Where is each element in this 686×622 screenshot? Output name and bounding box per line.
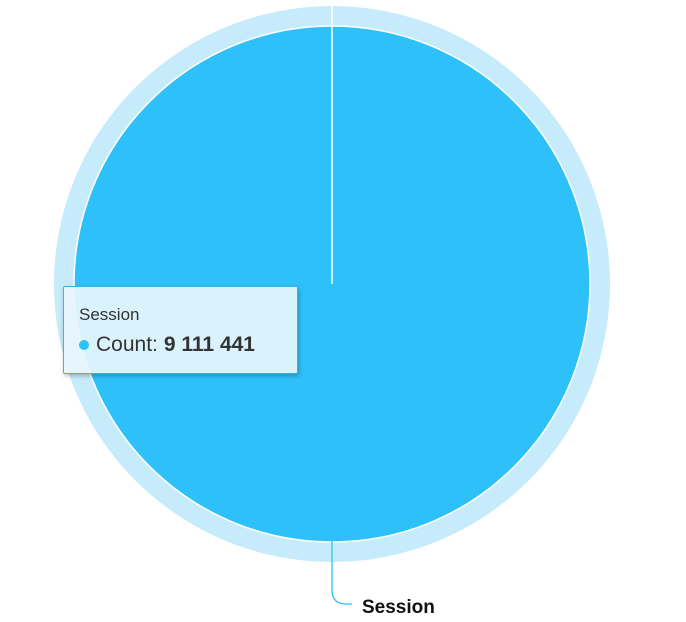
series-dot-icon bbox=[79, 340, 89, 350]
tooltip: Session Count: 9 111 441 bbox=[63, 286, 298, 374]
data-label-session: Session bbox=[362, 597, 435, 618]
tooltip-title: Session bbox=[79, 305, 140, 324]
tooltip-value: 9 111 441 bbox=[163, 333, 255, 356]
data-label-connector bbox=[331, 540, 352, 605]
tooltip-row: Count: 9 111 441 bbox=[79, 333, 297, 357]
tooltip-metric-label: Count: bbox=[96, 333, 158, 356]
